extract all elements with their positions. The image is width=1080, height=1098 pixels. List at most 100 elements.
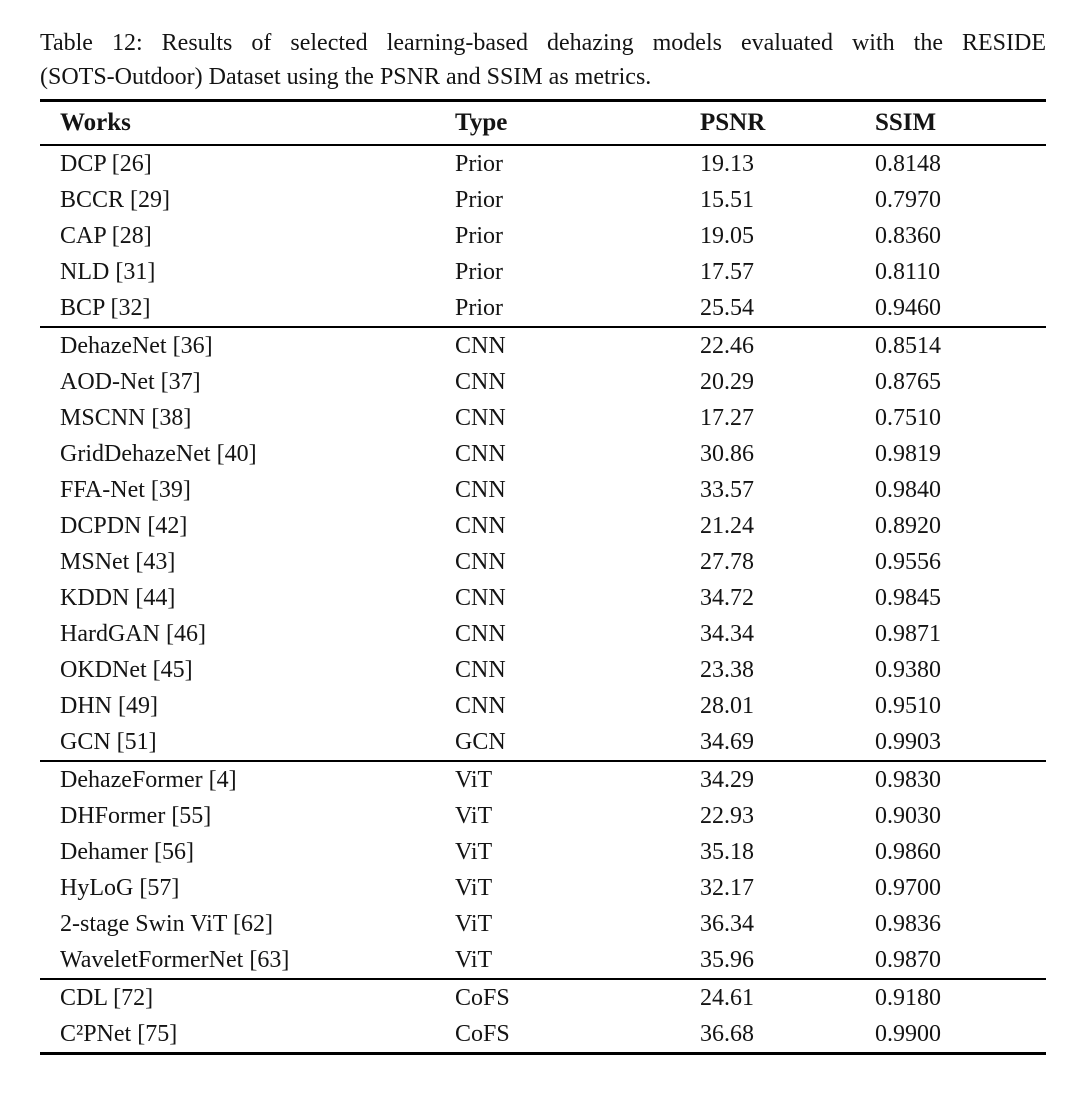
type-cell: CNN bbox=[455, 692, 506, 719]
ssim-cell: 0.9903 bbox=[875, 728, 941, 755]
psnr-cell: 17.27 bbox=[700, 404, 754, 431]
ssim-cell: 0.8765 bbox=[875, 368, 941, 395]
table-row: MSCNN [38] CNN 17.27 0.7510 bbox=[40, 400, 1046, 436]
ssim-cell: 0.9830 bbox=[875, 766, 941, 793]
work-cell: DHN [49] bbox=[60, 692, 158, 719]
ssim-cell: 0.9180 bbox=[875, 984, 941, 1011]
table-row: GCN [51] GCN 34.69 0.9903 bbox=[40, 724, 1046, 761]
type-cell: ViT bbox=[455, 946, 493, 973]
work-cell: WaveletFormerNet [63] bbox=[60, 946, 290, 973]
psnr-cell: 34.72 bbox=[700, 584, 754, 611]
psnr-cell: 24.61 bbox=[700, 984, 754, 1011]
results-table: Works Type PSNR SSIM DCP [26] Prior 19.13 0… bbox=[40, 99, 1046, 1055]
col-header-type: Type bbox=[455, 109, 508, 136]
psnr-cell: 23.38 bbox=[700, 656, 754, 683]
psnr-cell: 36.34 bbox=[700, 910, 754, 937]
work-cell: DHFormer [55] bbox=[60, 802, 212, 829]
type-cell: CNN bbox=[455, 620, 506, 647]
work-cell: HyLoG [57] bbox=[60, 874, 180, 901]
work-cell: 2-stage Swin ViT [62] bbox=[60, 910, 273, 937]
type-cell: Prior bbox=[455, 150, 503, 177]
table-row: HyLoG [57] ViT 32.17 0.9700 bbox=[40, 870, 1046, 906]
table-caption: Table 12: Results of selected learning-b… bbox=[40, 26, 1046, 94]
type-cell: ViT bbox=[455, 838, 493, 865]
col-header-psnr: PSNR bbox=[700, 109, 766, 136]
work-cell: NLD [31] bbox=[60, 258, 156, 285]
type-cell: Prior bbox=[455, 258, 503, 285]
type-cell: Prior bbox=[455, 222, 503, 249]
psnr-cell: 33.57 bbox=[700, 476, 754, 503]
work-cell: AOD-Net [37] bbox=[60, 368, 201, 395]
ssim-cell: 0.8514 bbox=[875, 332, 941, 359]
section-cofs: CDL [72] CoFS 24.61 0.9180 C²PNet [75] CoFS 36… bbox=[40, 979, 1046, 1054]
type-cell: CoFS bbox=[455, 1020, 510, 1047]
psnr-cell: 28.01 bbox=[700, 692, 754, 719]
ssim-cell: 0.9556 bbox=[875, 548, 941, 575]
psnr-cell: 17.57 bbox=[700, 258, 754, 285]
psnr-cell: 32.17 bbox=[700, 874, 754, 901]
work-cell: DehazeNet [36] bbox=[60, 332, 213, 359]
psnr-cell: 30.86 bbox=[700, 440, 754, 467]
table-row: DHN [49] CNN 28.01 0.9510 bbox=[40, 688, 1046, 724]
type-cell: CNN bbox=[455, 368, 506, 395]
type-cell: ViT bbox=[455, 874, 493, 901]
psnr-cell: 34.34 bbox=[700, 620, 754, 647]
type-cell: CNN bbox=[455, 440, 506, 467]
psnr-cell: 36.68 bbox=[700, 1020, 754, 1047]
work-cell: DehazeFormer [4] bbox=[60, 766, 237, 793]
caption-line-1: Table 12: Results of selected learning-b… bbox=[40, 30, 1046, 56]
type-cell: GCN bbox=[455, 728, 506, 755]
ssim-cell: 0.9836 bbox=[875, 910, 941, 937]
ssim-cell: 0.9510 bbox=[875, 692, 941, 719]
psnr-cell: 15.51 bbox=[700, 186, 754, 213]
table-row: WaveletFormerNet [63] ViT 35.96 0.9870 bbox=[40, 942, 1046, 979]
ssim-cell: 0.9819 bbox=[875, 440, 941, 467]
ssim-cell: 0.9840 bbox=[875, 476, 941, 503]
work-cell: BCP [32] bbox=[60, 294, 151, 321]
table-row: HardGAN [46] CNN 34.34 0.9871 bbox=[40, 616, 1046, 652]
psnr-cell: 20.29 bbox=[700, 368, 754, 395]
ssim-cell: 0.9870 bbox=[875, 946, 941, 973]
type-cell: Prior bbox=[455, 294, 503, 321]
ssim-cell: 0.8110 bbox=[875, 258, 941, 285]
work-cell: HardGAN [46] bbox=[60, 620, 206, 647]
section-vit: DehazeFormer [4] ViT 34.29 0.9830 DHFormer [… bbox=[40, 761, 1046, 979]
table-row: DHFormer [55] ViT 22.93 0.9030 bbox=[40, 798, 1046, 834]
work-cell: DCPDN [42] bbox=[60, 512, 188, 539]
table-row: DehazeFormer [4] ViT 34.29 0.9830 bbox=[40, 761, 1046, 798]
table-row: Dehamer [56] ViT 35.18 0.9860 bbox=[40, 834, 1046, 870]
work-cell: CDL [72] bbox=[60, 984, 154, 1011]
ssim-cell: 0.9380 bbox=[875, 656, 941, 683]
work-cell: FFA-Net [39] bbox=[60, 476, 191, 503]
table-row: AOD-Net [37] CNN 20.29 0.8765 bbox=[40, 364, 1046, 400]
ssim-cell: 0.9845 bbox=[875, 584, 941, 611]
table-row: MSNet [43] CNN 27.78 0.9556 bbox=[40, 544, 1046, 580]
work-cell: MSCNN [38] bbox=[60, 404, 192, 431]
header-row: Works Type PSNR SSIM bbox=[40, 101, 1046, 146]
table-row: NLD [31] Prior 17.57 0.8110 bbox=[40, 254, 1046, 290]
type-cell: CNN bbox=[455, 476, 506, 503]
work-cell: Dehamer [56] bbox=[60, 838, 194, 865]
type-cell: CNN bbox=[455, 548, 506, 575]
col-header-works: Works bbox=[60, 109, 131, 136]
ssim-cell: 0.9700 bbox=[875, 874, 941, 901]
psnr-cell: 35.18 bbox=[700, 838, 754, 865]
table-row: C²PNet [75] CoFS 36.68 0.9900 bbox=[40, 1016, 1046, 1054]
ssim-cell: 0.7510 bbox=[875, 404, 941, 431]
table-row: DehazeNet [36] CNN 22.46 0.8514 bbox=[40, 327, 1046, 364]
type-cell: CNN bbox=[455, 332, 506, 359]
psnr-cell: 34.29 bbox=[700, 766, 754, 793]
type-cell: ViT bbox=[455, 802, 493, 829]
work-cell: OKDNet [45] bbox=[60, 656, 193, 683]
type-cell: CNN bbox=[455, 512, 506, 539]
table-row: KDDN [44] CNN 34.72 0.9845 bbox=[40, 580, 1046, 616]
table-row: 2-stage Swin ViT [62] ViT 36.34 0.9836 bbox=[40, 906, 1046, 942]
caption-line-2: (SOTS-Outdoor) Dataset using the PSNR an… bbox=[40, 64, 652, 90]
work-cell: C²PNet [75] bbox=[60, 1020, 178, 1047]
ssim-cell: 0.8920 bbox=[875, 512, 941, 539]
ssim-cell: 0.9860 bbox=[875, 838, 941, 865]
psnr-cell: 35.96 bbox=[700, 946, 754, 973]
type-cell: ViT bbox=[455, 766, 493, 793]
ssim-cell: 0.8148 bbox=[875, 150, 941, 177]
work-cell: MSNet [43] bbox=[60, 548, 176, 575]
